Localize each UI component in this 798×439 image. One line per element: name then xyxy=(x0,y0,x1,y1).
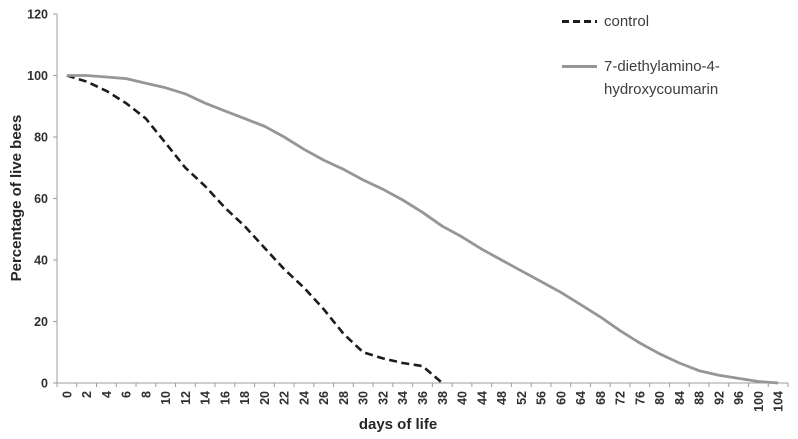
x-tick-label: 8 xyxy=(139,391,153,398)
x-tick-label: 24 xyxy=(297,391,311,405)
x-tick-label: 68 xyxy=(594,391,608,405)
y-tick-label: 40 xyxy=(34,254,48,268)
x-tick-label: 4 xyxy=(100,391,114,398)
x-tick-label: 6 xyxy=(120,391,134,398)
x-tick-label: 88 xyxy=(693,391,707,405)
x-tick-label: 84 xyxy=(673,391,687,405)
y-tick-labels: 0 20 40 60 80 100 120 xyxy=(27,8,48,391)
x-tick-label: 18 xyxy=(238,391,252,405)
legend-item-control: control xyxy=(562,10,736,33)
x-tick-label: 40 xyxy=(456,391,470,405)
axes xyxy=(53,13,789,387)
x-tick-label: 72 xyxy=(614,391,628,405)
x-tick-label: 48 xyxy=(495,391,509,405)
legend-label-treatment: 7-diethylamino-4-hydroxycoumarin xyxy=(604,58,720,98)
x-tick-label: 80 xyxy=(653,391,667,405)
x-tick-label: 92 xyxy=(712,391,726,405)
x-tick-label: 52 xyxy=(515,391,529,405)
x-tick-label: 0 xyxy=(60,391,74,398)
legend-label-control: control xyxy=(604,13,650,30)
y-tick-label: 120 xyxy=(27,8,48,22)
y-tick-label: 100 xyxy=(27,69,48,83)
x-tick-label: 32 xyxy=(376,391,390,405)
x-tick-labels: 0 2 4 6 8 10 12 14 16 18 20 22 24 26 28 30 32 34 36 38 40 44 4… xyxy=(60,391,785,412)
x-tick-label: 38 xyxy=(436,391,450,405)
x-tick-label: 10 xyxy=(159,391,173,405)
x-tick-label: 100 xyxy=(752,391,766,412)
x-tick-label: 36 xyxy=(416,391,430,405)
x-tick-label: 104 xyxy=(772,391,786,412)
x-tick-label: 26 xyxy=(317,391,331,405)
x-tick-label: 60 xyxy=(554,391,568,405)
x-tick-label: 2 xyxy=(80,391,94,398)
control-dashed-line-icon xyxy=(562,20,597,23)
series-line-treatment xyxy=(66,74,779,385)
x-tick-label: 28 xyxy=(337,391,351,405)
x-tick-label: 16 xyxy=(218,391,232,405)
x-tick-label: 56 xyxy=(535,391,549,405)
series-line-control xyxy=(66,74,444,384)
x-tick-label: 44 xyxy=(475,391,489,405)
legend-item-treatment: 7-diethylamino-4-hydroxycoumarin xyxy=(562,55,736,101)
x-tick-label: 34 xyxy=(396,391,410,405)
x-tick-label: 14 xyxy=(199,391,213,405)
y-tick-label: 80 xyxy=(34,131,48,145)
x-tick-label: 12 xyxy=(179,391,193,405)
x-tick-label: 20 xyxy=(258,391,272,405)
y-tick-label: 60 xyxy=(34,192,48,206)
y-tick-label: 20 xyxy=(34,315,48,329)
chart-legend: control 7-diethylamino-4-hydroxycoumarin xyxy=(562,10,736,101)
y-axis-title: Percentage of live bees xyxy=(8,115,25,282)
x-tick-label: 22 xyxy=(278,391,292,405)
y-tick-label: 0 xyxy=(41,377,48,391)
x-tick-label: 64 xyxy=(574,391,588,405)
x-tick-label: 76 xyxy=(633,391,647,405)
x-axis-title: days of life xyxy=(359,416,437,433)
x-tick-label: 96 xyxy=(732,391,746,405)
treatment-solid-line-icon xyxy=(562,65,597,68)
x-tick-label: 30 xyxy=(357,391,371,405)
